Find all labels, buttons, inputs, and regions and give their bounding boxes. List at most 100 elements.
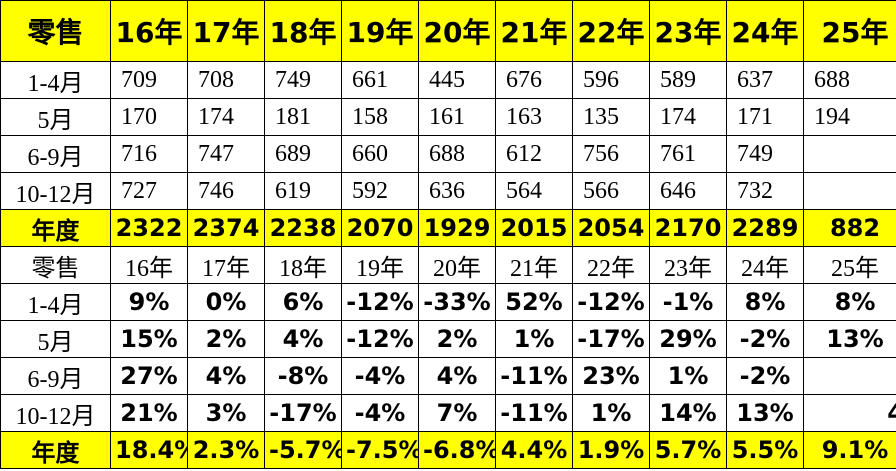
cell: 688 xyxy=(803,61,896,99)
cell: 18年 xyxy=(264,246,342,284)
cell: 564 xyxy=(495,172,573,210)
cell: 619 xyxy=(264,172,342,210)
row-label: 零售 xyxy=(0,0,111,62)
cell: 8% xyxy=(726,283,804,321)
cell: -8% xyxy=(264,357,342,395)
cell: 52% xyxy=(495,283,573,321)
cell: 6% xyxy=(264,283,342,321)
cell: 709 xyxy=(110,61,188,99)
cell: 589 xyxy=(649,61,727,99)
cell: 646 xyxy=(649,172,727,210)
cell: 5.7% xyxy=(649,431,727,469)
row-label: 6-9月 xyxy=(0,357,111,395)
cell: 688 xyxy=(418,135,496,173)
cell: 170 xyxy=(110,98,188,136)
cell: -17% xyxy=(572,320,650,358)
cell: 2054 xyxy=(572,209,650,247)
cell: 29% xyxy=(649,320,727,358)
cell: 21% xyxy=(110,394,188,432)
cell: -5.7% xyxy=(264,431,342,469)
cell: 1929 xyxy=(418,209,496,247)
table-row: 年度18.4%2.3%-5.7%-7.5%-6.8%4.4%1.9%5.7%5.… xyxy=(0,431,896,469)
cell: -6.8% xyxy=(418,431,496,469)
cell: 445 xyxy=(418,61,496,99)
cell: 25年 xyxy=(803,246,896,284)
row-label: 零售 xyxy=(0,246,111,284)
cell: -4% xyxy=(341,357,419,395)
cell: 708 xyxy=(187,61,265,99)
cell: 746 xyxy=(187,172,265,210)
cell: 18年 xyxy=(264,0,342,62)
table-row: 零售 16年 17年 18年 19年 20年 21年 22年 23年 24年 25年 xyxy=(0,246,896,284)
cell: 689 xyxy=(264,135,342,173)
cell: 27% xyxy=(110,357,188,395)
cell: 25年 xyxy=(803,0,896,62)
row-label: 10-12月 xyxy=(0,394,111,432)
cell: 676 xyxy=(495,61,573,99)
cell: 2322 xyxy=(110,209,188,247)
cell: 612 xyxy=(495,135,573,173)
cell: -2% xyxy=(726,320,804,358)
cell: 661 xyxy=(341,61,419,99)
cell: 174 xyxy=(649,98,727,136)
table-row: 6-9月 716 747 689 660 688 612 756 761 749 xyxy=(0,135,896,173)
row-label: 5月 xyxy=(0,98,111,136)
cell: 749 xyxy=(264,61,342,99)
table-row: 年度 2322 2374 2238 2070 1929 2015 2054 2170 2289 88… xyxy=(0,209,896,247)
cell: 747 xyxy=(187,135,265,173)
cell: 749 xyxy=(726,135,804,173)
cell: 761 xyxy=(649,135,727,173)
cell: 194 xyxy=(803,98,896,136)
row-label: 5月 xyxy=(0,320,111,358)
cell: 1% xyxy=(495,320,573,358)
cell: 17年 xyxy=(187,0,265,62)
cell: -1% xyxy=(649,283,727,321)
cell: 19年 xyxy=(341,0,419,62)
table-row: 1-4月 709 708 749 661 445 676 596 589 637 688 xyxy=(0,61,896,99)
cell: 4% xyxy=(187,357,265,395)
cell: 22年 xyxy=(572,0,650,62)
cell: 8% xyxy=(803,283,896,321)
cell xyxy=(803,357,896,395)
table-row: 10-12月 727 746 619 592 636 564 566 646 732 xyxy=(0,172,896,210)
row-label: 6-9月 xyxy=(0,135,111,173)
cell: 15% xyxy=(110,320,188,358)
cell: 174 xyxy=(187,98,265,136)
cell: -2% xyxy=(726,357,804,395)
cell: 23年 xyxy=(649,0,727,62)
cell: 9.1% xyxy=(803,431,896,469)
cell: 16年 xyxy=(110,0,188,62)
cell: 9% xyxy=(110,283,188,321)
cell: 19年 xyxy=(341,246,419,284)
cell: -17% xyxy=(264,394,342,432)
cell: 660 xyxy=(341,135,419,173)
row-label: 年度 xyxy=(0,209,111,247)
cell: 2070 xyxy=(341,209,419,247)
cell: 18.4% xyxy=(110,431,188,469)
cell: 4 xyxy=(803,394,896,432)
table-row: 5月 15% 2% 4% -12% 2% 1% -17% 29% -2% 13% xyxy=(0,320,896,358)
cell xyxy=(803,135,896,173)
row-label: 1-4月 xyxy=(0,283,111,321)
cell: 732 xyxy=(726,172,804,210)
cell: 4% xyxy=(418,357,496,395)
cell: -11% xyxy=(495,394,573,432)
row-label: 年度 xyxy=(0,431,111,469)
cell: -12% xyxy=(572,283,650,321)
cell: 596 xyxy=(572,61,650,99)
cell: 2% xyxy=(187,320,265,358)
cell xyxy=(803,172,896,210)
cell: 7% xyxy=(418,394,496,432)
cell: 24年 xyxy=(726,0,804,62)
cell: 163 xyxy=(495,98,573,136)
cell: 14% xyxy=(649,394,727,432)
row-label: 1-4月 xyxy=(0,61,111,99)
cell: -12% xyxy=(341,283,419,321)
table-row: 5月 170 174 181 158 161 163 135 174 171 194 xyxy=(0,98,896,136)
cell: 1% xyxy=(572,394,650,432)
cell: 21年 xyxy=(495,0,573,62)
cell: 2374 xyxy=(187,209,265,247)
cell: 24年 xyxy=(726,246,804,284)
